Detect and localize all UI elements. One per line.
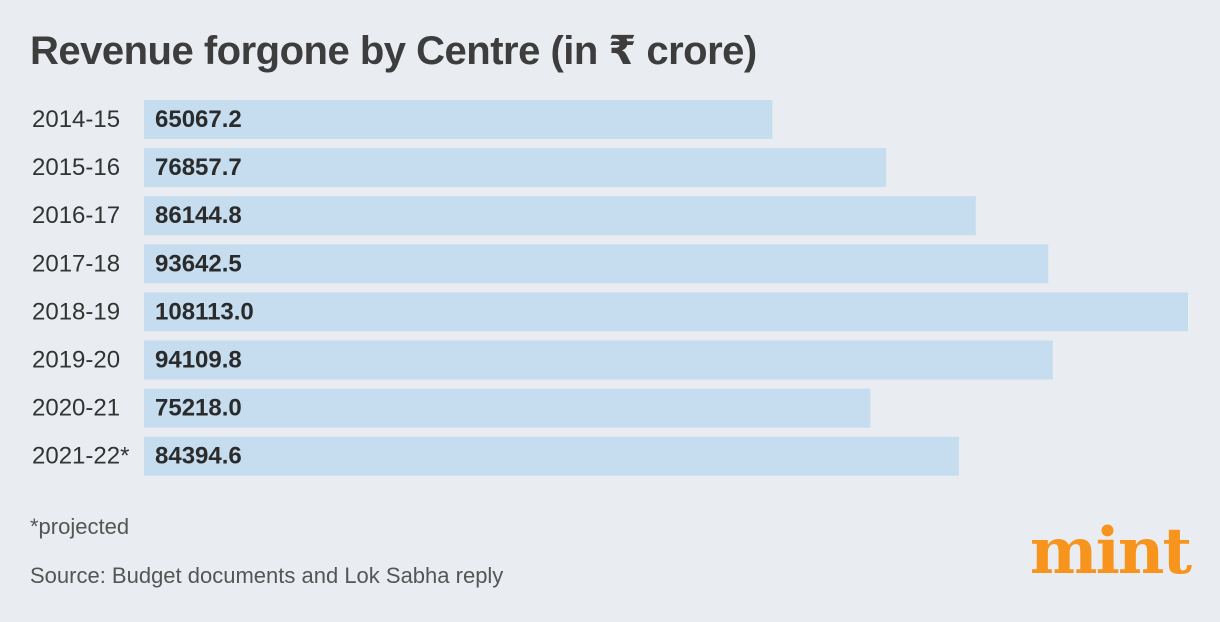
- bar-2017-18: [144, 244, 1049, 284]
- chart-title: Revenue forgone by Centre (in ₹ crore): [30, 29, 757, 73]
- bar-chart: 2014-15 65067.2 2015-16 76857.7 2016-17 86144…: [32, 100, 1188, 476]
- value-label: 75218.0: [155, 395, 242, 422]
- value-label: 76857.7: [155, 154, 242, 181]
- category-label: 2014-15: [32, 106, 120, 133]
- category-label: 2019-20: [32, 347, 120, 374]
- value-label: 84394.6: [155, 443, 242, 470]
- category-label: 2018-19: [32, 298, 120, 325]
- value-label: 65067.2: [155, 106, 242, 133]
- bar-2018-19: [144, 292, 1188, 332]
- category-label: 2020-21: [32, 395, 120, 422]
- source-note: Source: Budget documents and Lok Sabha r…: [30, 563, 504, 588]
- bar-2014-15: [144, 100, 773, 139]
- bar-2020-21: [144, 388, 871, 428]
- value-label: 108113.0: [155, 298, 254, 325]
- bar-2016-17: [144, 196, 976, 236]
- projection-footnote: *projected: [30, 514, 130, 539]
- bar-2015-16: [144, 148, 887, 188]
- bar-2021-22: [144, 436, 959, 476]
- bar-2019-20: [144, 340, 1053, 380]
- category-label: 2021-22*: [32, 443, 129, 470]
- mint-logo: mint: [1029, 514, 1192, 589]
- value-label: 94109.8: [155, 347, 242, 374]
- value-label: 86144.8: [155, 202, 242, 229]
- category-label: 2017-18: [32, 250, 120, 277]
- category-label: 2016-17: [32, 202, 120, 229]
- value-label: 93642.5: [155, 250, 242, 277]
- category-label: 2015-16: [32, 154, 120, 181]
